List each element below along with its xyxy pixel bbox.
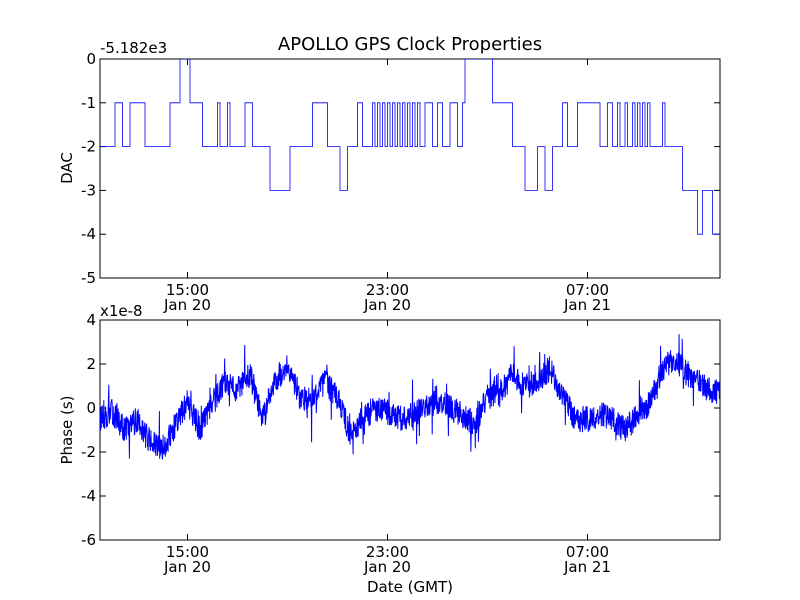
phase-xtick-label-date: Jan 20 (363, 558, 411, 576)
dac-ytick-label: -3 (81, 181, 96, 199)
dac-xtick-label-time: 15:00 (166, 281, 209, 299)
phase-xtick-label-date: Jan 20 (163, 558, 211, 576)
dac-ytick-label: -1 (81, 94, 96, 112)
phase-series-line (100, 334, 720, 460)
dac-ytick-label: -5 (81, 269, 96, 287)
phase-axes-frame (99, 319, 721, 541)
dac-ytick-label: -4 (81, 225, 96, 243)
phase-xtick-label-date: Jan 21 (563, 558, 611, 576)
phase-ytick-label: 0 (86, 399, 96, 417)
dac-series-line (100, 59, 720, 235)
phase-panel: x1e-8 Phase (s) Date (GMT) 4 2 0 -2 -4 -6 15:0… (58, 302, 721, 596)
phase-xtick-label-time: 15:00 (166, 543, 209, 561)
dac-axes-frame (99, 58, 721, 279)
phase-xtick-label-time: 23:00 (366, 543, 409, 561)
phase-ytick-label: 4 (86, 311, 96, 329)
dac-xtick-label-time: 23:00 (366, 281, 409, 299)
dac-ytick-label: 0 (86, 50, 96, 68)
phase-ytick-label: -4 (81, 487, 96, 505)
dac-ytick-label: -2 (81, 138, 96, 156)
phase-offset-label: x1e-8 (100, 302, 143, 320)
phase-xtick-label-time: 07:00 (566, 543, 609, 561)
dac-ylabel: DAC (58, 152, 76, 184)
dac-xtick-label-date: Jan 20 (363, 296, 411, 314)
dac-xtick-label-date: Jan 20 (163, 296, 211, 314)
chart-title: APOLLO GPS Clock Properties (278, 34, 542, 55)
phase-ytick-label: -6 (81, 531, 96, 549)
phase-ylabel: Phase (s) (58, 395, 76, 464)
dac-xtick-label-time: 07:00 (566, 281, 609, 299)
phase-ytick-label: 2 (86, 355, 96, 373)
xlabel: Date (GMT) (367, 578, 453, 596)
dac-xtick-label-date: Jan 21 (563, 296, 611, 314)
phase-ytick-label: -2 (81, 443, 96, 461)
dac-offset-label: -5.182e3 (100, 39, 167, 57)
